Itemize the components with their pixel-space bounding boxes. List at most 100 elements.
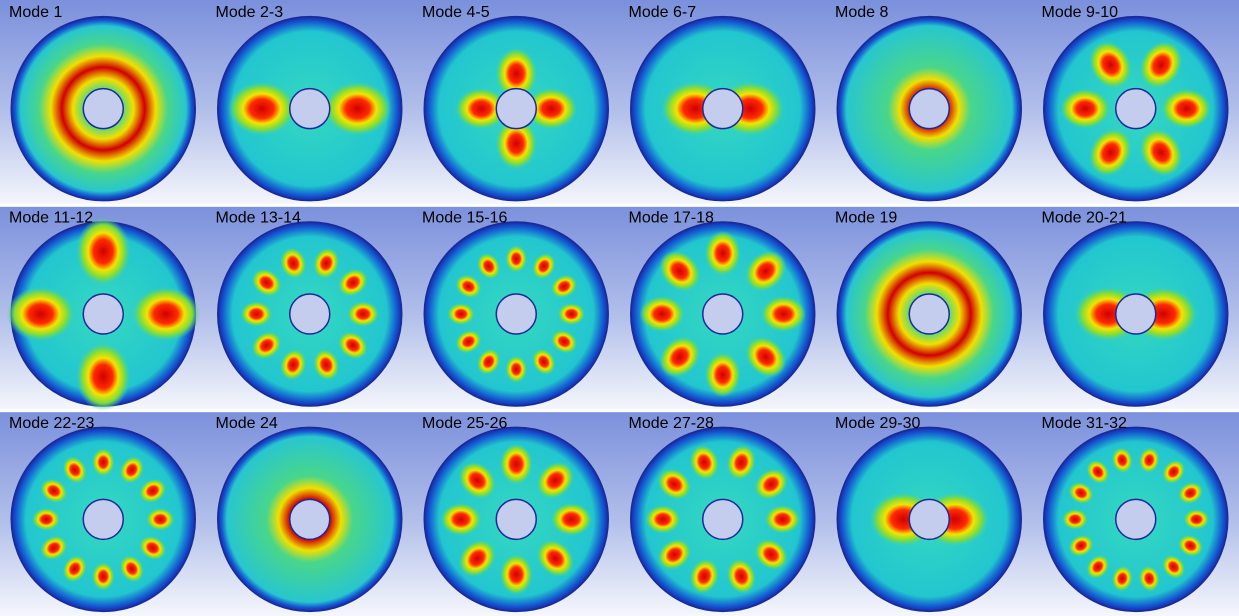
mode-lobe (1088, 128, 1132, 177)
center-hole (908, 498, 950, 541)
mode-label: Mode 24 (216, 415, 278, 432)
mode-lobe (40, 478, 68, 503)
mode-lobe (313, 247, 340, 279)
mode-lobe (1062, 508, 1088, 530)
mode-lobe (458, 539, 496, 578)
mode-lobe (119, 555, 144, 583)
mode-lobe (280, 247, 307, 279)
mode-lobe (505, 245, 528, 273)
mode-lobe (495, 117, 538, 170)
row-separator (0, 409, 1239, 413)
mode-lobe (1162, 459, 1186, 484)
mode-label: Mode 2-3 (216, 4, 284, 21)
mode-lobe (76, 217, 131, 286)
mode-lobe (645, 505, 681, 534)
center-hole (702, 498, 744, 541)
row-background (0, 410, 1239, 616)
mode-lobe (347, 301, 380, 327)
mode-panel: Mode 11-12 (6, 210, 200, 411)
mode-label: Mode 20-21 (1042, 210, 1127, 227)
mode-lobe (338, 268, 368, 297)
mode-lobe (689, 444, 719, 480)
row-background (0, 205, 1239, 411)
mode-lobe (323, 81, 392, 136)
mode-lobe (704, 230, 741, 276)
mode-lobe (754, 538, 788, 571)
mode-panel: Mode 19 (835, 210, 1022, 407)
mode-lobe (1088, 40, 1132, 89)
mode-lobe (639, 295, 685, 333)
mode-panel: Mode 24 (216, 415, 403, 613)
mode-lobe (91, 448, 115, 477)
mode-panel: Mode 2-3 (216, 4, 403, 202)
mode-panel: Mode 15-16 (422, 210, 609, 407)
mode-lobe (1086, 554, 1110, 579)
mode-label: Mode 22-23 (9, 415, 94, 432)
mode-lobe (1059, 88, 1111, 129)
mode-lobe (455, 87, 508, 130)
mode-lobe (532, 253, 556, 280)
mode-panel: Mode 20-21 (1042, 210, 1229, 407)
mode-lobe (704, 352, 741, 398)
mode-lobe (1138, 447, 1160, 473)
mode-panel: Mode 27-28 (629, 415, 816, 613)
mode-lobe (227, 81, 296, 136)
mode-lobe (495, 47, 538, 100)
mode-lobe (455, 329, 482, 354)
mode-lobe (689, 558, 719, 594)
mode-panel: Mode 9-10 (1042, 4, 1229, 202)
mode-panel: Mode 1 (9, 4, 196, 202)
mode-label: Mode 31-32 (1042, 415, 1127, 432)
mode-lobe (532, 348, 556, 375)
mode-label: Mode 9-10 (1042, 4, 1119, 21)
mode-lobe (1111, 447, 1133, 473)
center-hole (1115, 498, 1157, 541)
mode-label: Mode 1 (9, 4, 62, 21)
mode-lobe (240, 301, 273, 327)
mode-lobe (440, 502, 482, 536)
center-hole (82, 498, 124, 541)
mode-label: Mode 4-5 (422, 4, 490, 21)
mode-lobe (119, 456, 144, 484)
mode-panel: Mode 6-7 (629, 4, 816, 202)
center-hole (82, 293, 124, 335)
mode-panel: Mode 4-5 (422, 4, 609, 202)
mode-lobe (657, 468, 692, 500)
mode-label: Mode 27-28 (629, 415, 714, 432)
mode-panel: Mode 13-14 (216, 210, 403, 407)
mode-lobe (1111, 565, 1133, 592)
mode-lobe (131, 286, 200, 342)
mode-lobe (1139, 128, 1183, 177)
mode-lobe (139, 535, 167, 560)
mode-lobe (1177, 482, 1203, 504)
mode-lobe (745, 250, 787, 292)
mode-lobe (1161, 88, 1212, 129)
center-hole (908, 87, 950, 130)
mode-lobe (1183, 508, 1210, 530)
mode-lobe (1068, 534, 1094, 557)
mode-lobe (760, 295, 807, 333)
mode-lobe (76, 342, 131, 411)
mode-lobe (476, 253, 501, 280)
mode-lobe (499, 553, 533, 596)
mode-lobe (499, 443, 533, 485)
mode-label: Mode 19 (835, 210, 897, 227)
row-background (0, 0, 1239, 206)
mode-panel: Mode 17-18 (629, 210, 816, 407)
center-hole (495, 87, 537, 130)
mode-lobe (40, 535, 68, 560)
center-hole (289, 87, 331, 130)
mode-panel: Mode 29-30 (835, 415, 1022, 613)
mode-lobe (62, 456, 87, 484)
mode-lobe (726, 444, 756, 480)
mode-panel: Mode 31-32 (1042, 415, 1229, 613)
mode-panel: Mode 22-23 (9, 415, 196, 613)
mode-label: Mode 17-18 (629, 210, 714, 227)
mode-lobe (1068, 482, 1094, 504)
mode-lobe (146, 507, 175, 531)
center-hole (702, 87, 744, 130)
mode-lobe (251, 268, 282, 297)
mode-lobe (32, 507, 61, 531)
center-hole (289, 498, 331, 541)
center-hole (495, 498, 537, 541)
